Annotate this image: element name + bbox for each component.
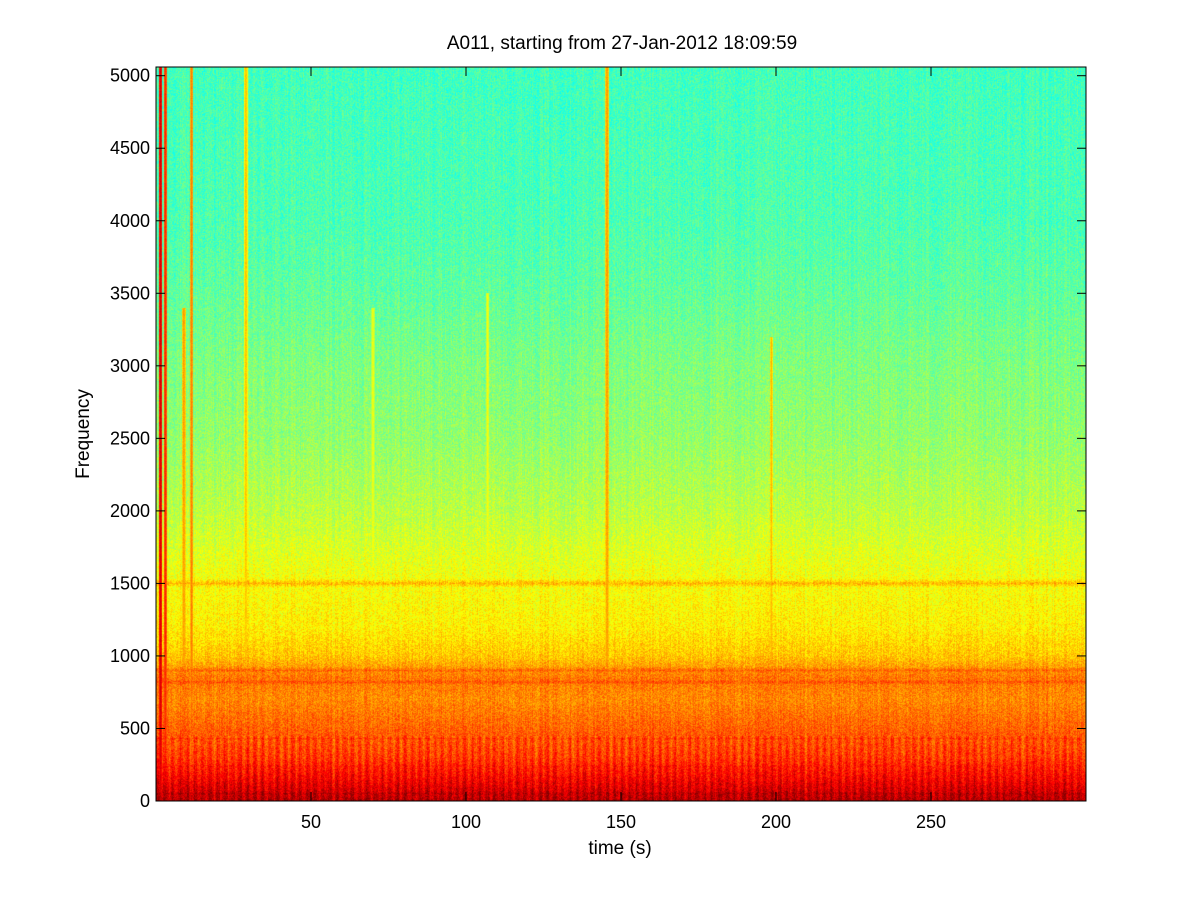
y-tick-label: 2500 [110,428,150,448]
spectrogram-heatmap [156,67,1086,801]
y-tick-label: 3500 [110,283,150,303]
x-tick-label: 250 [916,812,946,832]
y-tick-label: 2000 [110,501,150,521]
x-axis-ticks: 50 100 150 200 250 [301,67,946,832]
y-tick-label: 0 [140,791,150,811]
y-tick-label: 4500 [110,138,150,158]
y-tick-label: 5000 [110,66,150,86]
y-tick-label: 1500 [110,573,150,593]
chart-title: A011, starting from 27-Jan-2012 18:09:59 [447,33,797,54]
x-tick-label: 50 [301,812,321,832]
y-tick-label: 500 [120,718,150,738]
y-axis-ticks: 0 500 1000 1500 2000 2500 3000 3500 4000 4500 5000 [110,66,1086,811]
x-axis-label: time (s) [588,838,651,859]
y-axis-label: Frequency [73,389,94,479]
x-tick-label: 150 [606,812,636,832]
plot-area [156,67,1086,801]
x-tick-label: 100 [451,812,481,832]
y-tick-label: 4000 [110,211,150,231]
y-tick-label: 3000 [110,356,150,376]
x-tick-label: 200 [761,812,791,832]
y-tick-label: 1000 [110,646,150,666]
